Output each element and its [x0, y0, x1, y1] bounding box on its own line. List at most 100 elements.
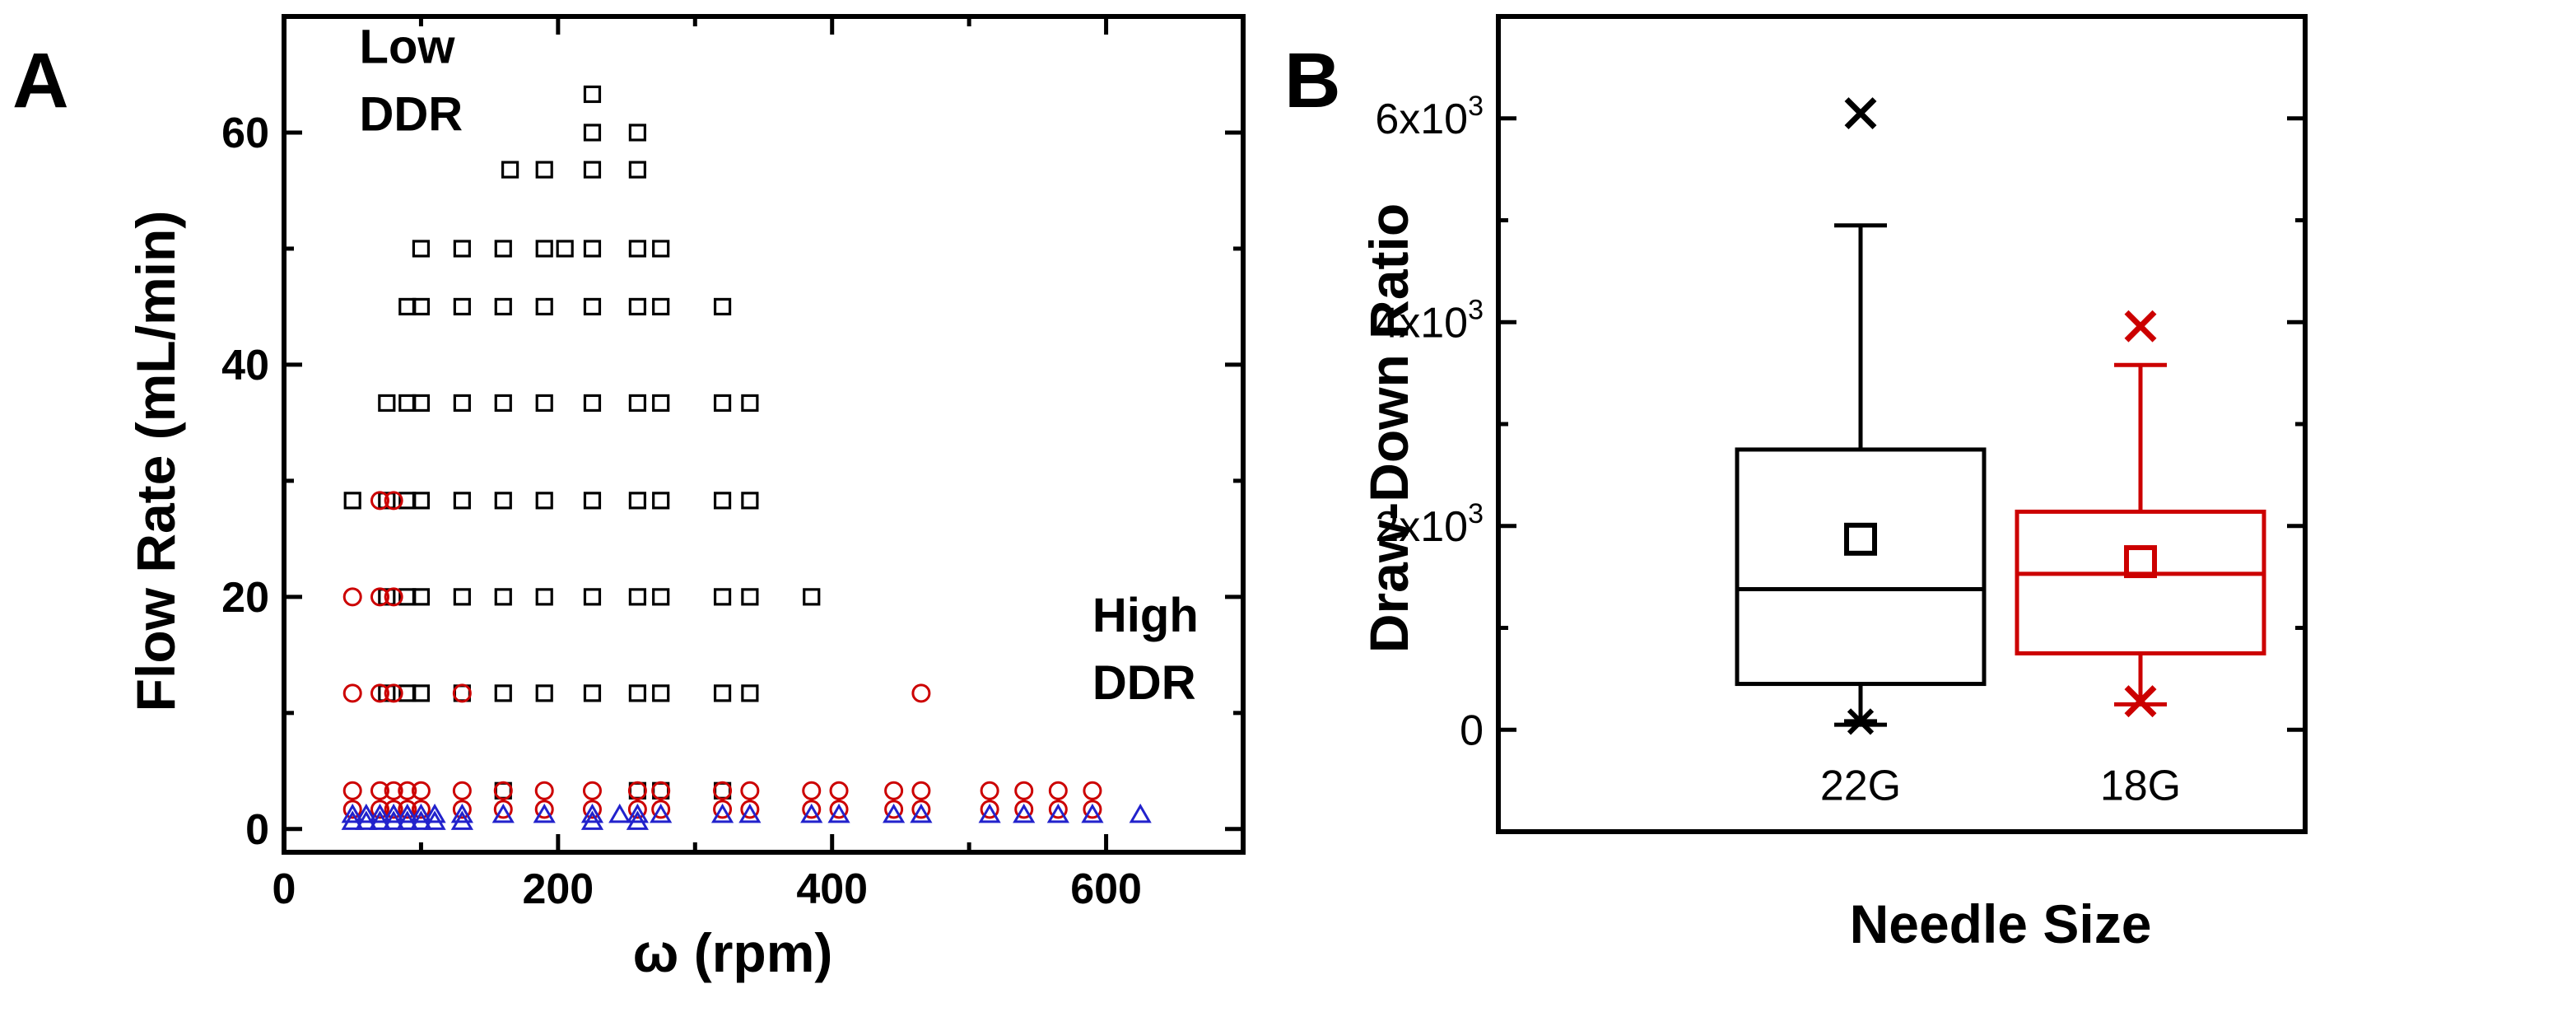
circle-marker: [884, 781, 904, 800]
y-tick-label: 40: [221, 342, 269, 389]
min-marker: [2124, 685, 2157, 718]
square-marker: [713, 684, 732, 702]
square-marker: [628, 684, 646, 702]
y-axis-label-b: Draw-Down Ratio: [1358, 203, 1419, 653]
circle-marker: [627, 781, 647, 800]
square-marker: [494, 492, 512, 510]
triangle-marker: [827, 803, 850, 823]
panel-label-b: B: [1284, 37, 1341, 124]
tick-exponent: 3: [1468, 294, 1484, 325]
triangle-marker: [1013, 803, 1036, 823]
triangle-marker: [580, 810, 604, 830]
data-points-a: [341, 85, 1152, 830]
circle-marker: [1083, 781, 1102, 800]
circle-marker: [911, 683, 931, 703]
triangle-marker: [396, 810, 419, 830]
square-marker: [652, 588, 670, 606]
circle-marker: [911, 800, 931, 819]
square-marker: [583, 684, 602, 702]
circle-marker: [829, 781, 849, 800]
triangle-marker: [382, 803, 405, 823]
tick-base: 2x10: [1375, 503, 1468, 551]
triangle-marker: [533, 803, 556, 823]
square-marker: [535, 588, 553, 606]
y-axis-label-a: Flow Rate (mL/min): [125, 211, 186, 712]
iqr-box: [1735, 447, 1987, 687]
annotation-line: High: [1092, 589, 1199, 642]
tick-base: 4x10: [1375, 299, 1468, 347]
square-marker: [378, 492, 396, 510]
plot-frame-a: [282, 14, 1246, 855]
square-marker: [583, 394, 602, 413]
square-marker: [535, 394, 553, 413]
annotations-a: Low DDR High DDR: [360, 20, 1199, 710]
circle-marker: [370, 800, 389, 819]
boxes-b: 22G 18G: [1735, 97, 2266, 809]
triangle-marker: [396, 803, 419, 823]
triangle-marker: [355, 810, 378, 830]
triangle-marker: [800, 803, 823, 823]
triangle-marker: [382, 810, 405, 830]
circle-marker: [342, 683, 362, 703]
tick-base: 6x10: [1375, 96, 1468, 143]
triangle-marker: [450, 810, 473, 830]
plot-frame-b: [1496, 14, 2308, 834]
circle-marker: [493, 781, 513, 800]
circle-marker: [398, 781, 417, 800]
circle-marker: [411, 800, 431, 819]
y-tick-label: 0: [1460, 707, 1484, 754]
circle-marker: [740, 781, 760, 800]
square-marker: [535, 684, 553, 702]
circle-marker: [1048, 781, 1068, 800]
triangle-marker: [423, 803, 446, 823]
triangle-marker: [580, 803, 604, 823]
circle-marker: [802, 800, 822, 819]
square-marker: [412, 492, 431, 510]
circle-marker: [651, 781, 671, 800]
circle-marker: [980, 800, 999, 819]
circle-marker: [452, 781, 472, 800]
x-axis-label-a: ω (rpm): [633, 922, 833, 983]
circle-marker: [370, 683, 389, 703]
circle-marker: [342, 800, 362, 819]
panel-a: A Flow Rate (mL/min) ω (rpm) 0 200 400 6000…: [12, 14, 1246, 983]
annotation-low: Low DDR: [360, 20, 463, 141]
square-marker: [652, 492, 670, 510]
circle-marker: [384, 800, 403, 819]
square-marker: [378, 684, 396, 702]
circle-marker: [627, 800, 647, 819]
triangle-marker: [409, 810, 433, 830]
annotation-line: Low: [360, 20, 456, 73]
circle-marker: [411, 781, 431, 800]
annotation-line: DDR: [360, 87, 463, 141]
square-marker: [803, 588, 821, 606]
category-label: 18G: [2100, 762, 2181, 809]
square-marker: [412, 297, 431, 316]
circle-marker: [740, 800, 760, 819]
y-tick-label: 4x103: [1375, 294, 1484, 347]
square-marker: [628, 161, 646, 179]
square-marker: [628, 240, 646, 258]
ticks-a: 0 200 400 600 0 20 40 60: [221, 14, 1246, 913]
circle-marker: [384, 491, 403, 511]
x-axis-label-b: Needle Size: [1850, 893, 2152, 954]
triangle-marker: [341, 810, 364, 830]
square-marker: [378, 588, 396, 606]
mean-marker: [2124, 545, 2157, 579]
triangle-marker: [409, 803, 433, 823]
circle-marker: [713, 781, 733, 800]
circle-marker: [398, 800, 417, 819]
square-marker: [713, 297, 732, 316]
square-marker: [583, 492, 602, 510]
square-marker: [556, 240, 574, 258]
circle-marker: [384, 683, 403, 703]
square-marker: [453, 240, 471, 258]
circle-marker: [452, 800, 472, 819]
square-marker: [453, 492, 471, 510]
circle-marker: [452, 683, 472, 703]
triangle-marker: [423, 810, 446, 830]
square-marker: [494, 588, 512, 606]
square-marker: [583, 85, 602, 104]
circle-marker: [370, 587, 389, 607]
square-marker: [628, 124, 646, 142]
